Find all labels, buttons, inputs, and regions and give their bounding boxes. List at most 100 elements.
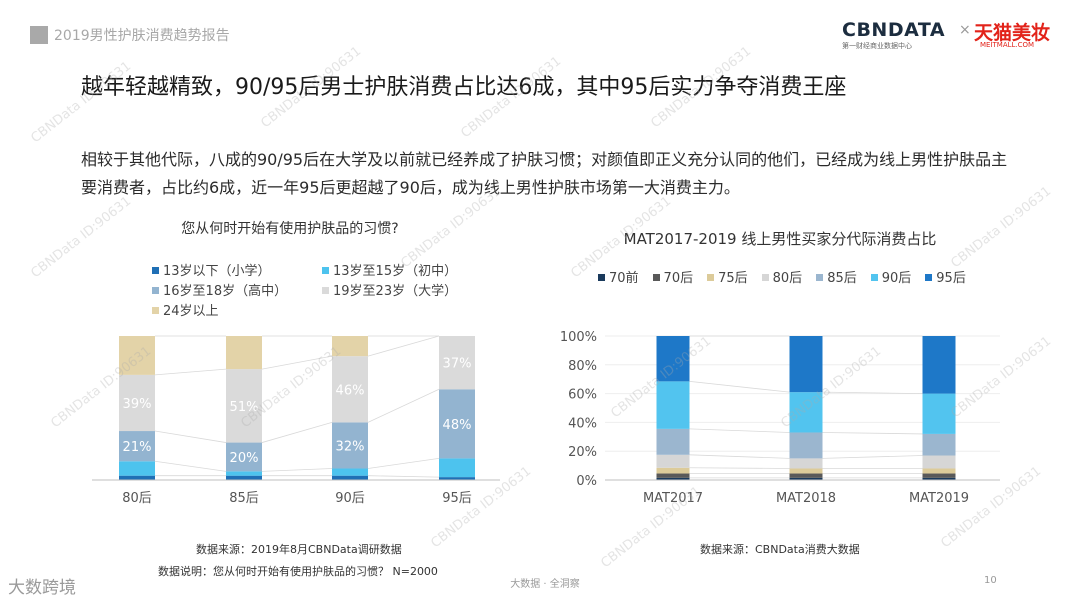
left-x-tick-label: 85后: [229, 491, 259, 506]
page-number: 10: [984, 575, 997, 586]
left-bar-connector: [261, 468, 333, 472]
legend-swatch: [322, 267, 329, 274]
legend-swatch: [652, 274, 660, 281]
left-data-label: 48%: [443, 418, 472, 433]
left-bar-connector: [154, 368, 227, 376]
legend-label: 19岁至23岁（大学）: [333, 284, 458, 299]
left-data-label: 20%: [230, 451, 259, 466]
legend-item-90s: 90后: [870, 267, 912, 286]
right-bar-segment: [922, 468, 956, 474]
legend-swatch: [707, 274, 715, 281]
left-bar-segment: [119, 461, 155, 476]
right-chart-title: MAT2017-2019 线上男性买家分代际消费占比: [623, 230, 937, 248]
brand-watermark: 大数跨境: [8, 578, 76, 598]
right-chart-legend: 70前 70后 75后 80后 85后 90后 95后: [598, 267, 980, 286]
right-bar-segment: [656, 473, 690, 478]
right-bar-connector: [689, 428, 790, 433]
right-bar-segment: [789, 392, 823, 433]
right-bar-segment: [656, 428, 690, 455]
cbndata-logo-subtitle: 第一财经商业数据中心: [842, 42, 912, 50]
legend-item-over-24: 24岁以上: [152, 300, 219, 319]
right-y-tick-label: 80%: [568, 359, 597, 374]
legend-item-80s: 80后: [761, 267, 803, 286]
right-bar-connector: [689, 454, 790, 459]
legend-item-university: 19岁至23岁（大学）: [322, 280, 457, 299]
tmall-beauty-logo-subtitle: MEITMALL.COM: [980, 41, 1035, 49]
right-bar-segment: [656, 336, 690, 382]
legend-label: 80后: [772, 271, 803, 286]
legend-label: 13岁至15岁（初中）: [333, 264, 458, 279]
legend-item-95s: 95后: [925, 267, 966, 286]
legend-label: 16岁至18岁（高中）: [163, 284, 288, 299]
left-data-label: 46%: [336, 383, 365, 398]
right-y-tick-label: 60%: [568, 388, 597, 403]
left-bar-connector: [154, 430, 227, 443]
legend-swatch: [152, 287, 159, 294]
footer-slogan: 大数据 · 全洞察: [510, 579, 580, 590]
left-data-label: 37%: [443, 357, 472, 372]
right-chart-source: 数据来源：CBNData消费大数据: [700, 543, 860, 556]
right-bar-segment: [922, 433, 956, 456]
right-bar-segment: [789, 458, 823, 469]
right-bar-connector: [822, 432, 923, 435]
right-y-tick-label: 20%: [568, 445, 597, 460]
legend-label: 13岁以下（小学）: [163, 264, 271, 279]
tmall-beauty-logo: 天猫美妆: [974, 22, 1051, 44]
right-bar-segment: [922, 455, 956, 469]
left-chart-note: 数据说明：您从何时开始有使用护肤品的习惯？ N=2000: [158, 565, 438, 578]
legend-label: 24岁以上: [163, 304, 219, 319]
legend-label: 90后: [881, 271, 912, 286]
legend-label: 70后: [663, 271, 694, 286]
legend-item-85s: 85后: [816, 267, 857, 286]
right-bar-segment: [922, 473, 956, 478]
left-bar-segment: [332, 475, 368, 480]
left-bar-segment: [119, 336, 155, 375]
right-bar-segment: [656, 467, 690, 474]
right-bar-connector: [689, 467, 790, 469]
left-x-tick-label: 80后: [122, 491, 152, 506]
legend-label: 95后: [936, 271, 966, 286]
legend-swatch: [152, 267, 159, 274]
legend-item-pre-70: 70前: [598, 267, 639, 286]
right-y-tick-label: 0%: [576, 474, 597, 489]
right-bar-segment: [789, 432, 823, 459]
summary-paragraph: 相较于其他代际，八成的90/95后在大学及以前就已经养成了护肤习惯；对颜值即正义…: [81, 150, 1008, 197]
left-bar-segment: [439, 336, 475, 390]
left-data-label: 21%: [123, 440, 152, 455]
legend-swatch: [152, 307, 159, 314]
left-bar-connector: [261, 355, 333, 370]
legend-label: 85后: [827, 271, 857, 286]
left-bar-connector: [367, 475, 440, 478]
right-bar-segment: [789, 468, 823, 474]
right-x-tick-label: MAT2017: [643, 491, 703, 506]
logo-separator: ×: [959, 22, 971, 38]
left-bar-segment: [332, 468, 368, 476]
left-x-tick-label: 90后: [335, 491, 365, 506]
left-bar-segment: [332, 336, 368, 357]
right-bar-connector: [822, 391, 923, 394]
header-square-icon: [30, 26, 48, 44]
legend-label: 75后: [718, 271, 748, 286]
left-bar-segment: [119, 431, 155, 462]
left-chart-source: 数据来源：2019年8月CBNData调研数据: [196, 543, 402, 556]
right-bar-segment: [789, 473, 823, 478]
left-bar-segment: [439, 477, 475, 480]
left-bar-segment: [226, 369, 262, 443]
right-bar-segment: [656, 381, 690, 429]
right-bar-segment: [789, 336, 823, 393]
page-title: 越年轻越精致，90/95后男士护肤消费占比达6成，其中95后实力争夺消费王座: [81, 75, 847, 100]
left-bar-segment: [119, 475, 155, 480]
left-data-label: 39%: [123, 397, 152, 412]
left-bar-connector: [154, 460, 227, 472]
left-data-label: 32%: [336, 439, 365, 454]
legend-item-75s: 75后: [707, 267, 748, 286]
legend-swatch: [925, 274, 933, 281]
right-y-tick-label: 40%: [568, 416, 597, 431]
legend-item-junior-high: 13岁至15岁（初中）: [322, 260, 457, 279]
left-bar-connector: [367, 388, 440, 423]
right-bar-connector: [689, 380, 790, 393]
left-data-label: 51%: [230, 400, 259, 415]
left-bar-segment: [226, 471, 262, 476]
left-bar-segment: [119, 374, 155, 432]
left-bar-connector: [367, 458, 440, 469]
